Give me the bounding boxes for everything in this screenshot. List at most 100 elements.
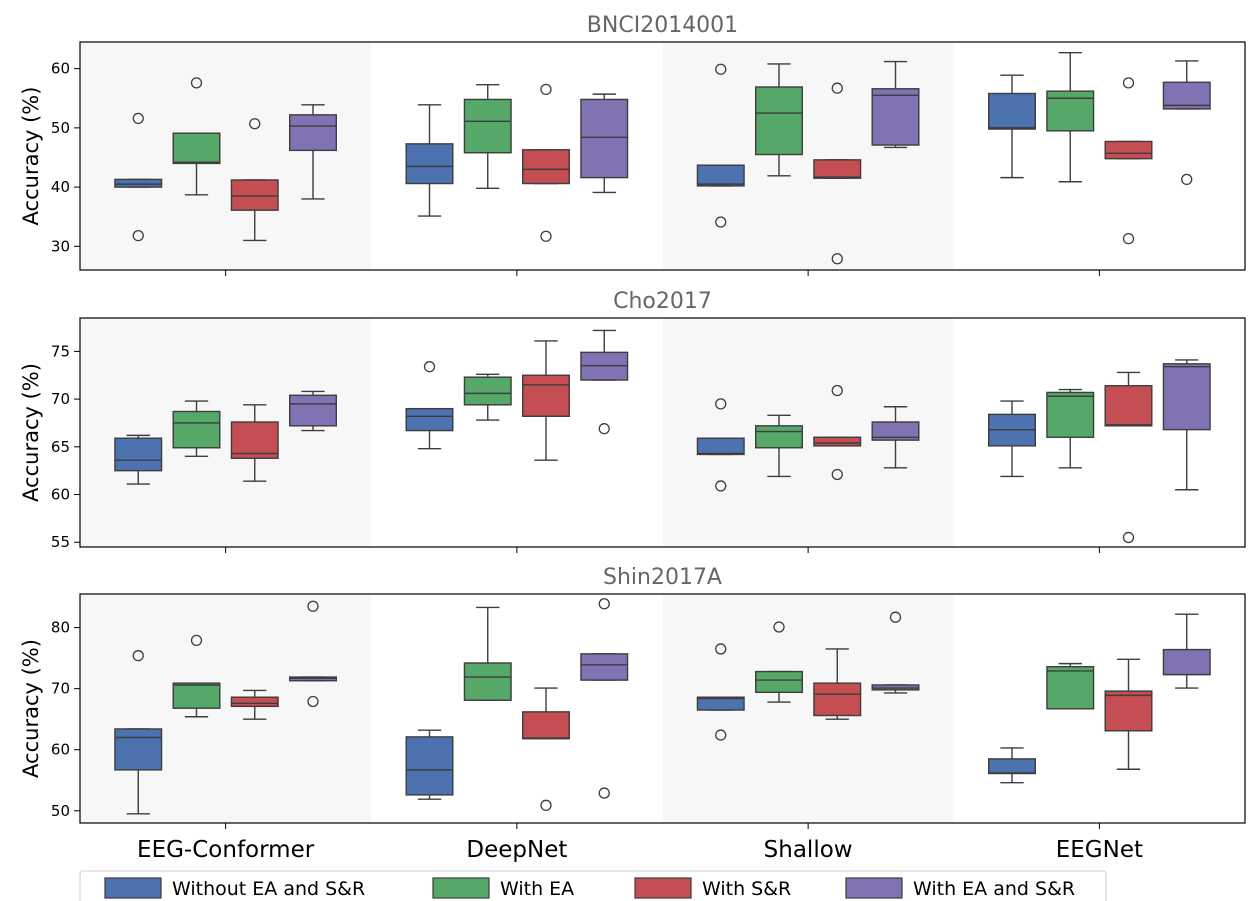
box-DeepNet-3 [580,329,629,435]
box-Shallow-3 [871,611,920,694]
box-EEGNet-1 [1046,662,1095,710]
panel-title: Shin2017A [603,565,722,590]
box-Shallow-1 [755,414,804,478]
box-iqr [1104,690,1153,732]
box-DeepNet-2 [522,340,571,461]
group-label: DeepNet [466,837,567,863]
box-Shallow-1 [755,621,804,703]
legend-item: With EA [432,877,574,900]
box-EEGNet-1 [1046,388,1095,469]
axes-frame [79,593,1246,824]
box-iqr [1104,385,1153,427]
y-tick-label: 55 [51,533,70,551]
outlier-point [540,230,552,242]
box-iqr [988,92,1037,130]
box-iqr [580,653,629,681]
axes-frame [79,41,1246,271]
box-Shallow-3 [871,60,920,149]
group-label: Shallow [764,837,853,863]
box-iqr [114,728,163,771]
box-DeepNet-3 [580,93,629,194]
legend-item: Without EA and S&R [104,877,365,900]
box-iqr [522,149,571,185]
outlier-point [249,118,261,130]
box-iqr [405,407,454,432]
legend-label: With S&R [702,878,791,900]
box-iqr [813,436,862,447]
outlier-point [190,634,203,647]
group-label: EEG-Conformer [137,837,315,863]
y-axis-label: Accuracy (%) [19,639,43,778]
y-tick-label: 65 [51,438,70,456]
y-tick-label: 70 [51,680,70,698]
outlier-point [132,650,144,662]
outlier-point [773,621,785,633]
box-EEGNet-0 [988,74,1037,179]
box-iqr [405,736,454,796]
y-tick-label: 75 [51,342,70,360]
legend-label: Without EA and S&R [172,878,365,900]
legend: Without EA and S&R With EA With S&R With EA… [79,870,1107,901]
outlier-point [423,361,436,373]
outlier-point [132,112,144,125]
box-DeepNet-1 [463,373,512,421]
outlier-point [540,83,552,96]
outlier-point [598,423,610,435]
legend-swatch [634,877,692,899]
y-tick-label: 50 [51,802,70,820]
outlier-point [715,643,727,655]
box-DeepNet-2 [522,687,571,811]
box-Shallow-0 [696,643,745,741]
box-EEGNet-3 [1162,359,1211,491]
panel-title: BNCI2014001 [587,13,738,38]
outlier-point [889,611,902,623]
y-tick-label: 40 [51,178,70,196]
box-iqr [755,670,804,694]
box-iqr [1046,665,1095,710]
group-shade [80,318,372,547]
box-Shallow-1 [755,63,804,177]
y-tick-label: 60 [51,741,70,759]
legend-swatch [432,877,490,899]
box-EEG-Conformer-2 [230,404,279,482]
box-iqr [871,421,920,441]
legend-label: With EA [500,878,574,900]
box-iqr [230,421,279,459]
outlier-point [1122,77,1135,89]
box-iqr [755,86,804,156]
box-EEGNet-0 [988,400,1037,478]
box-iqr [1162,648,1211,676]
box-iqr [114,178,163,188]
outlier-point [307,695,319,708]
box-EEG-Conformer-2 [230,118,279,242]
box-iqr [813,159,862,179]
box-iqr [988,758,1037,775]
y-axis-label: Accuracy (%) [19,87,43,226]
box-iqr [463,662,512,701]
box-EEG-Conformer-3 [289,104,338,200]
box-iqr [696,437,745,456]
box-Shallow-2 [813,384,862,481]
box-iqr [522,711,571,740]
box-EEGNet-0 [988,747,1037,784]
group-shade [80,42,372,270]
box-iqr [580,98,629,179]
legend-swatch [845,877,903,899]
y-tick-label: 30 [51,237,70,255]
box-DeepNet-0 [405,104,454,217]
box-EEGNet-2 [1104,658,1153,770]
y-tick-label: 60 [51,60,70,78]
y-tick-label: 70 [51,390,70,408]
group-shade [662,42,954,270]
box-iqr [696,164,745,187]
box-DeepNet-3 [580,598,629,799]
box-EEG-Conformer-0 [114,434,163,485]
box-Shallow-0 [696,398,745,492]
y-tick-label: 50 [51,119,70,137]
box-EEGNet-1 [1046,51,1095,183]
outlier-point [1122,531,1135,544]
box-iqr [230,179,279,211]
outlier-point [1181,173,1193,186]
panel-2: 50 60 70 80 Accuracy (%) Shin2017A [19,565,1246,829]
